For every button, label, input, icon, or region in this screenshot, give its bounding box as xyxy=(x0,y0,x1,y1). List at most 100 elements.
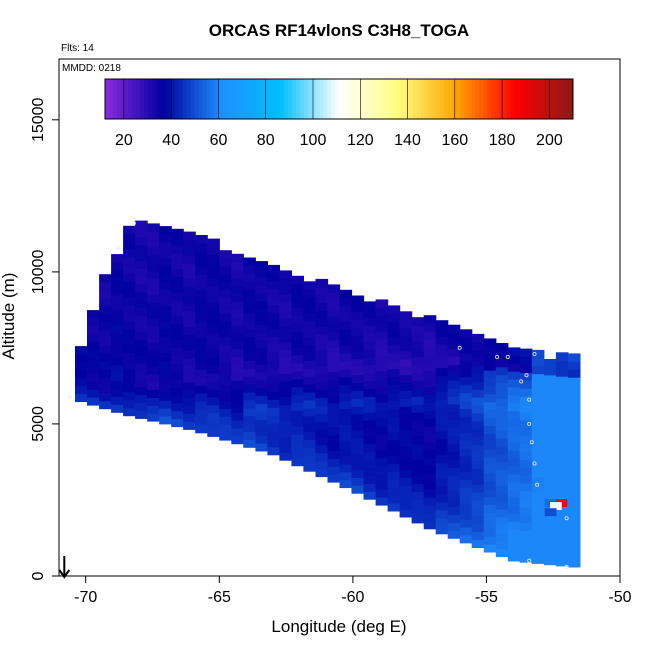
heatmap-cell xyxy=(399,319,413,328)
heatmap-cell xyxy=(135,355,148,364)
heatmap-cell xyxy=(231,277,244,287)
heatmap-cell xyxy=(159,384,172,393)
heatmap-cell xyxy=(567,464,581,473)
colorbar-segment xyxy=(132,79,137,119)
heatmap-cell xyxy=(195,337,208,347)
heatmap-cell xyxy=(471,349,485,359)
heatmap-cell xyxy=(327,450,341,459)
heatmap-cell xyxy=(219,297,232,307)
heatmap-cell xyxy=(195,369,208,378)
heatmap-cell xyxy=(375,307,389,316)
heatmap-cell xyxy=(327,426,341,436)
colorbar-segment xyxy=(565,79,570,119)
heatmap-cell xyxy=(483,409,497,419)
heatmap-cell xyxy=(315,286,329,296)
track-point xyxy=(527,397,532,402)
heatmap-cell xyxy=(387,400,401,409)
colorbar-segment xyxy=(296,79,301,119)
heatmap-cell xyxy=(267,438,280,448)
heatmap-cell xyxy=(339,337,353,346)
heatmap-cell xyxy=(387,392,401,401)
colorbar-segment xyxy=(151,79,157,119)
heatmap-cell xyxy=(495,461,509,471)
heatmap-cell xyxy=(471,405,485,414)
heatmap-cell xyxy=(495,437,509,447)
heatmap-cell xyxy=(507,505,521,514)
colorbar-segment xyxy=(483,79,488,119)
heatmap-cell xyxy=(423,418,437,427)
colorbar-segment xyxy=(358,79,363,119)
hotspot-cell xyxy=(550,502,562,510)
colorbar-segment xyxy=(292,79,297,119)
heatmap-cell xyxy=(315,421,329,430)
heatmap-cell xyxy=(243,336,256,346)
heatmap-cell xyxy=(459,479,473,488)
heatmap-cell xyxy=(483,504,497,513)
colorbar-segment xyxy=(385,79,391,119)
heatmap-cell xyxy=(495,548,509,558)
heatmap-cell xyxy=(483,417,497,426)
heatmap-cell xyxy=(195,345,208,355)
heatmap-layer xyxy=(75,220,581,568)
heatmap-cell xyxy=(567,519,581,528)
heatmap-cell xyxy=(327,410,341,420)
heatmap-cell xyxy=(219,345,232,354)
heatmap-cell xyxy=(243,297,256,306)
colorbar-segment xyxy=(233,79,238,119)
colorbar-segment xyxy=(147,79,153,119)
heatmap-cell xyxy=(555,415,569,425)
heatmap-cell xyxy=(291,449,304,459)
heatmap-cell xyxy=(351,414,365,423)
colorbar-segment xyxy=(335,79,340,119)
heatmap-cell xyxy=(519,388,533,397)
heatmap-cell xyxy=(303,328,316,338)
heatmap-cell xyxy=(399,382,413,391)
heatmap-cell xyxy=(267,359,280,369)
heatmap-cell xyxy=(543,556,557,566)
heatmap-cell xyxy=(459,408,473,417)
heatmap-cell xyxy=(399,437,413,447)
heatmap-cell xyxy=(303,297,316,306)
heatmap-cell xyxy=(219,266,232,275)
heatmap-cell xyxy=(483,401,497,411)
heatmap-cell xyxy=(531,389,545,398)
heatmap-cell xyxy=(339,471,353,481)
heatmap-cell xyxy=(123,320,136,330)
heatmap-cell xyxy=(207,238,220,248)
heatmap-cell xyxy=(387,495,401,504)
heatmap-cell xyxy=(279,341,292,350)
heatmap-cell xyxy=(123,312,136,322)
heatmap-cell xyxy=(279,357,292,366)
track-point xyxy=(564,564,569,569)
heatmap-cell xyxy=(387,305,401,314)
heatmap-cell xyxy=(519,419,533,429)
heatmap-cell xyxy=(543,382,557,392)
heatmap-cell xyxy=(459,503,473,512)
heatmap-cell xyxy=(135,402,148,411)
x-tick-label: -65 xyxy=(208,589,231,606)
heatmap-cell xyxy=(315,302,329,312)
heatmap-cell xyxy=(279,317,292,327)
heatmap-cell xyxy=(555,542,569,551)
heatmap-cell xyxy=(495,477,509,486)
heatmap-cell xyxy=(555,463,569,472)
heatmap-cell xyxy=(507,489,521,499)
heatmap-cell xyxy=(171,371,184,380)
heatmap-cell xyxy=(423,354,437,364)
heatmap-cell xyxy=(495,445,509,455)
heatmap-cell xyxy=(135,394,148,404)
colorbar-segment xyxy=(537,79,543,119)
heatmap-cell xyxy=(267,296,280,305)
heatmap-cell xyxy=(411,348,425,358)
heatmap-cell xyxy=(231,285,244,294)
heatmap-cell xyxy=(231,412,244,421)
heatmap-cell xyxy=(495,358,509,368)
heatmap-cell xyxy=(339,432,353,441)
heatmap-cell xyxy=(459,392,473,402)
heatmap-cell xyxy=(495,343,509,352)
heatmap-cell xyxy=(327,300,341,309)
heatmap-cell xyxy=(567,432,581,441)
heatmap-cell xyxy=(315,318,329,327)
colorbar-segment xyxy=(381,79,387,119)
